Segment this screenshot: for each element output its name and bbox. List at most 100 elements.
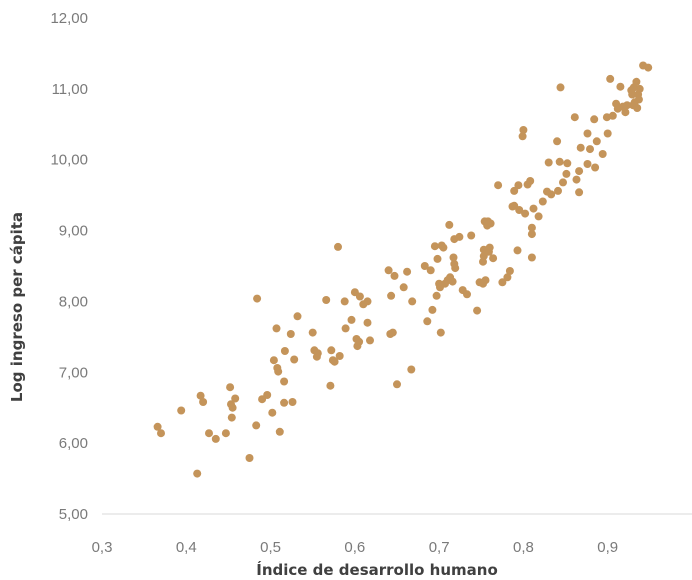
data-point — [313, 349, 322, 358]
data-point — [384, 266, 393, 275]
data-point — [445, 220, 454, 229]
data-point — [205, 429, 213, 438]
data-point — [439, 243, 448, 252]
data-point — [428, 305, 437, 314]
data-point — [274, 367, 283, 376]
data-point — [393, 380, 401, 389]
data-point — [575, 167, 584, 176]
data-point — [635, 84, 644, 93]
data-point — [463, 290, 471, 299]
data-point — [231, 394, 240, 403]
data-point — [563, 159, 572, 168]
data-point — [633, 104, 642, 112]
data-point — [272, 324, 281, 333]
data-point — [598, 150, 607, 158]
data-point — [363, 297, 372, 306]
data-point — [486, 219, 495, 228]
y-tick-label: 10,00 — [50, 152, 88, 169]
data-point — [603, 129, 612, 138]
data-point — [327, 346, 336, 355]
data-point — [403, 267, 412, 276]
data-point — [518, 132, 527, 141]
y-tick-label: 12,00 — [50, 10, 88, 27]
data-point — [498, 278, 507, 287]
data-point — [591, 163, 600, 172]
data-point — [505, 267, 514, 275]
data-point — [503, 273, 512, 282]
y-tick-label: 8,00 — [59, 293, 88, 310]
data-point — [538, 197, 547, 206]
data-point — [527, 223, 536, 232]
x-tick-label: 0,8 — [513, 539, 534, 556]
data-point — [407, 365, 416, 374]
data-point — [363, 318, 372, 327]
data-point — [340, 297, 349, 306]
data-point — [253, 294, 262, 303]
y-tick-label: 6,00 — [59, 435, 88, 452]
data-point — [326, 381, 335, 390]
data-point — [387, 291, 396, 300]
data-point — [485, 243, 494, 252]
data-point — [355, 292, 364, 301]
data-point — [399, 283, 408, 292]
data-point — [448, 277, 457, 286]
data-point — [576, 143, 585, 152]
data-point — [529, 204, 538, 213]
data-point — [526, 177, 535, 185]
data-point — [177, 406, 186, 415]
data-point — [227, 413, 236, 422]
data-point — [514, 181, 523, 190]
data-point — [608, 111, 617, 120]
x-tick-label: 0,5 — [260, 539, 281, 556]
data-point — [553, 137, 562, 146]
x-axis-ticks: 0,30,40,50,60,70,80,91 — [92, 539, 619, 556]
data-point — [433, 254, 442, 263]
data-point — [157, 429, 165, 438]
x-tick-label: 0,4 — [176, 539, 197, 556]
data-point — [426, 266, 435, 275]
data-point — [322, 296, 331, 304]
x-axis-title: Índice de desarrollo humano — [256, 560, 498, 579]
data-point — [521, 209, 530, 218]
data-point — [554, 186, 562, 195]
data-point — [467, 231, 476, 240]
data-point — [455, 232, 464, 241]
data-point — [228, 403, 237, 412]
data-point — [634, 95, 643, 104]
data-point — [388, 328, 397, 337]
data-point — [269, 356, 278, 365]
data-point — [590, 115, 599, 124]
data-point — [644, 63, 653, 72]
data-point — [544, 158, 553, 167]
data-point — [286, 330, 295, 338]
data-point — [586, 145, 594, 154]
y-tick-label: 5,00 — [59, 506, 88, 523]
data-point — [423, 317, 432, 326]
data-point — [481, 276, 490, 285]
data-point — [621, 108, 630, 117]
data-point — [513, 246, 522, 255]
data-point — [252, 421, 261, 430]
data-point — [555, 157, 564, 166]
data-point — [334, 242, 342, 251]
data-point — [420, 262, 429, 270]
data-point — [570, 113, 579, 122]
data-point — [280, 377, 289, 386]
data-point — [515, 206, 524, 214]
data-point — [245, 454, 254, 462]
y-axis-ticks: 5,00 6,00 7,00 8,00 9,00 10,00 11,00 12,00 — [50, 10, 88, 523]
data-points — [153, 61, 653, 478]
data-point — [510, 186, 519, 195]
data-point — [355, 337, 364, 346]
data-point — [288, 398, 297, 406]
data-point — [436, 328, 445, 337]
y-tick-label: 11,00 — [52, 81, 88, 98]
data-point — [527, 253, 536, 262]
data-point — [293, 312, 302, 321]
data-point — [268, 408, 277, 417]
data-point — [430, 242, 439, 251]
data-point — [547, 190, 556, 199]
data-point — [575, 188, 584, 197]
data-point — [592, 137, 601, 146]
